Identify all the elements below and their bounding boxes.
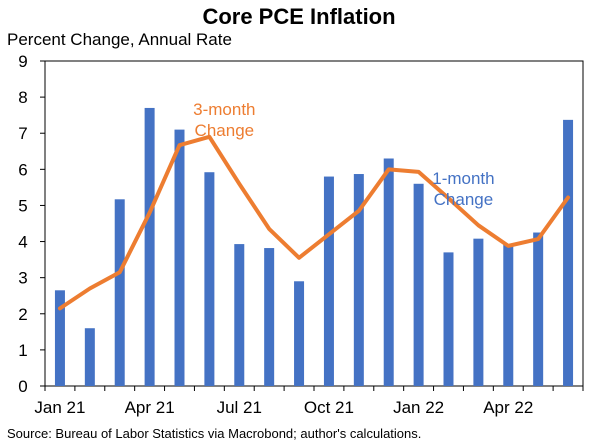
bar-jun-22 xyxy=(563,119,574,386)
bar-mar-21 xyxy=(114,199,125,386)
plot-area-border xyxy=(44,60,584,387)
source-note: Source: Bureau of Labor Statistics via M… xyxy=(7,426,422,441)
y-tick-label: 0 xyxy=(18,377,27,396)
y-tick-label: 7 xyxy=(18,124,27,143)
bar-jan-21 xyxy=(54,290,65,386)
line-series-3-month xyxy=(57,134,571,311)
bar-apr-22 xyxy=(503,244,514,386)
bar-dec-21 xyxy=(383,158,394,386)
y-axis: 0 1 2 3 4 5 6 7 8 9 xyxy=(18,52,45,396)
x-tick-label: Jan 21 xyxy=(34,398,85,417)
x-tick-label: Jul 21 xyxy=(217,398,262,417)
y-axis-unit-label: Percent Change, Annual Rate xyxy=(7,30,232,49)
bar-apr-21 xyxy=(144,107,155,386)
y-tick-label: 4 xyxy=(18,233,27,252)
bar-may-22 xyxy=(533,232,544,386)
y-tick-label: 2 xyxy=(18,305,27,324)
series-annotation-label: Change xyxy=(195,121,255,140)
bar-series-1-month xyxy=(54,107,574,386)
y-tick-label: 3 xyxy=(18,269,27,288)
bar-feb-22 xyxy=(443,252,454,386)
x-tick-label: Apr 22 xyxy=(483,398,533,417)
x-tick-label: Oct 21 xyxy=(304,398,354,417)
series-annotation-label: Change xyxy=(434,190,494,209)
bar-mar-22 xyxy=(473,238,484,386)
y-tick-label: 6 xyxy=(18,160,27,179)
y-tick-label: 1 xyxy=(18,341,27,360)
bar-aug-21 xyxy=(264,248,275,386)
chart-title: Core PCE Inflation xyxy=(202,4,396,29)
series-annotation-label: 3-month xyxy=(193,100,255,119)
x-tick-label: Jan 22 xyxy=(393,398,444,417)
bar-may-21 xyxy=(174,129,185,386)
bar-jan-22 xyxy=(413,183,424,386)
x-tick-label: Apr 21 xyxy=(125,398,175,417)
bar-jun-21 xyxy=(204,172,215,386)
y-tick-label: 8 xyxy=(18,88,27,107)
bar-oct-21 xyxy=(323,176,334,386)
bar-feb-21 xyxy=(84,328,95,386)
bar-nov-21 xyxy=(353,174,364,386)
series-annotation-label: 1-month xyxy=(432,169,494,188)
x-axis: Jan 21 Apr 21 Jul 21 Oct 21 Jan 22 Apr 22 xyxy=(34,386,584,417)
y-tick-label: 5 xyxy=(18,196,27,215)
line-3-month-change xyxy=(57,134,571,311)
bar-jul-21 xyxy=(234,244,245,386)
series-annotations: 3-month Change 1-month Change xyxy=(193,100,494,209)
bar-sep-21 xyxy=(294,281,305,386)
y-tick-label: 9 xyxy=(18,52,27,71)
